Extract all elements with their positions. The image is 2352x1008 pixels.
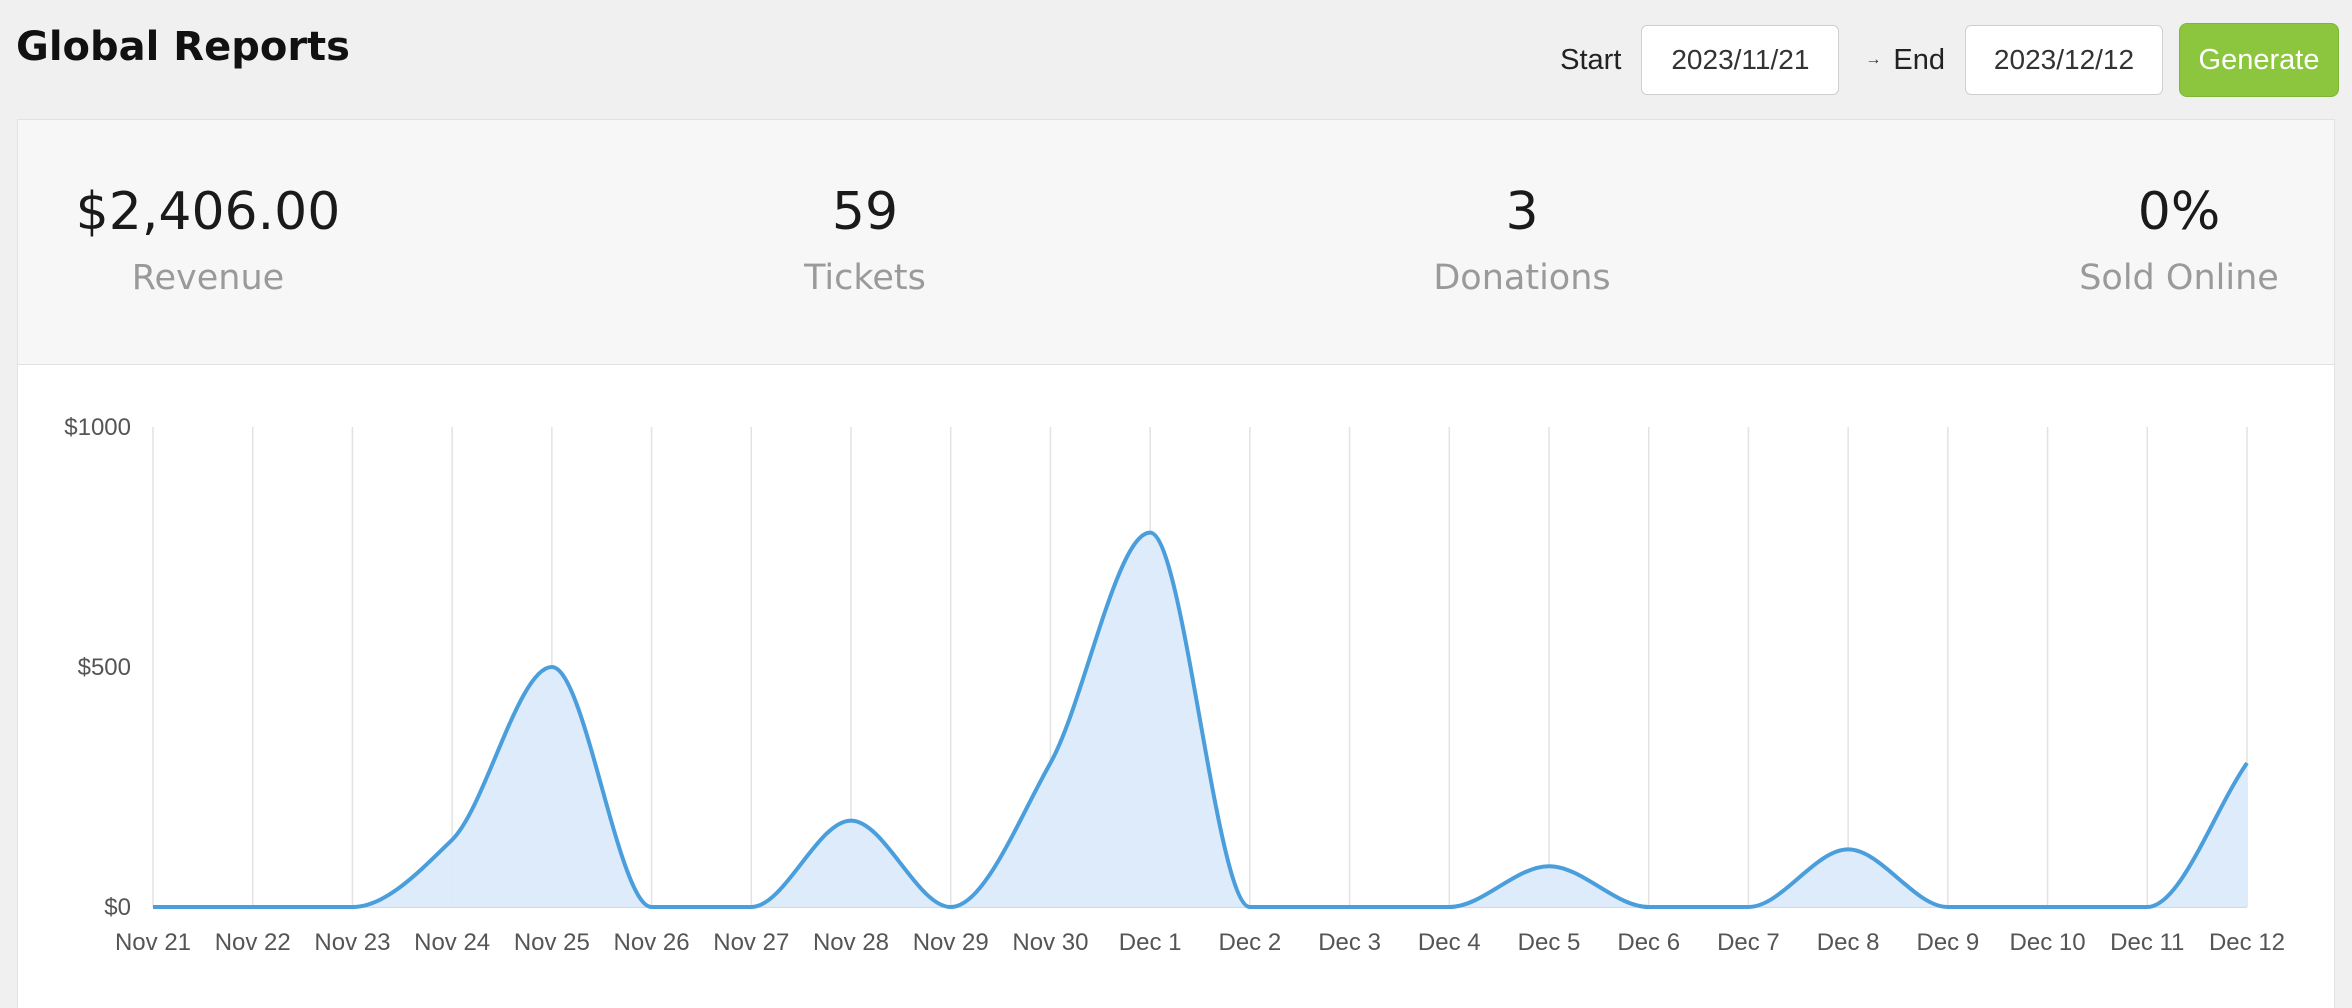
data-point <box>1347 904 1353 910</box>
x-tick-label: Nov 23 <box>314 929 390 956</box>
data-point <box>349 904 355 910</box>
generate-button[interactable]: Generate <box>2179 23 2339 97</box>
x-tick-label: Dec 7 <box>1717 929 1780 956</box>
x-tick-label: Dec 6 <box>1617 929 1680 956</box>
data-point <box>150 904 156 910</box>
data-point <box>748 904 754 910</box>
stats-panel: $2,406.00 Revenue 59 Tickets 3 Donations… <box>17 119 2335 365</box>
x-tick-label: Dec 4 <box>1418 929 1481 956</box>
data-point <box>1745 904 1751 910</box>
arrow-icon: → <box>1865 51 1882 68</box>
revenue-chart-panel: $0 $500 $1000 Nov 21 Nov 22 Nov 23 Nov 24 Nov 2… <box>17 365 2335 1008</box>
data-point <box>2144 904 2150 910</box>
data-point <box>848 818 854 824</box>
x-tick-label: Dec 8 <box>1817 929 1880 956</box>
end-date-input[interactable] <box>1965 25 2163 95</box>
data-point <box>948 904 954 910</box>
x-tick-label: Nov 30 <box>1012 929 1088 956</box>
end-label: End <box>1893 43 1945 76</box>
stat-label: Tickets <box>804 258 926 298</box>
series-line <box>152 530 2249 910</box>
y-tick-label: $0 <box>104 894 131 921</box>
stat-label: Revenue <box>131 258 285 298</box>
x-tick-label: Dec 9 <box>1917 929 1980 956</box>
x-tick-label: Dec 5 <box>1518 929 1581 956</box>
x-tick-label: Dec 12 <box>2209 929 2285 956</box>
x-tick-label: Dec 11 <box>2110 929 2184 956</box>
x-tick-label: Nov 29 <box>913 929 989 956</box>
data-point <box>1845 846 1851 852</box>
stat-value: 3 <box>1505 182 1539 242</box>
x-tick-label: Dec 3 <box>1318 929 1381 956</box>
data-point <box>549 664 555 670</box>
stat-value: 59 <box>831 182 899 242</box>
stat-value: $2,406.00 <box>75 182 341 242</box>
data-point <box>250 904 256 910</box>
x-tick-label: Nov 28 <box>813 929 889 956</box>
y-tick-label: $1000 <box>64 414 131 441</box>
data-point <box>1546 863 1552 869</box>
stat-label: Sold Online <box>2079 258 2279 298</box>
x-tick-label: Nov 22 <box>215 929 291 956</box>
revenue-chart: $0 $500 $1000 Nov 21 Nov 22 Nov 23 Nov 24 Nov 2… <box>64 414 2285 956</box>
stat-value: 0% <box>2137 182 2221 242</box>
x-tick-label: Nov 26 <box>614 929 690 956</box>
data-point <box>649 904 655 910</box>
x-tick-label: Nov 21 <box>115 929 191 956</box>
data-point <box>1646 904 1652 910</box>
stat-label: Donations <box>1433 258 1611 298</box>
x-tick-label: Nov 24 <box>414 929 490 956</box>
data-point <box>1247 904 1253 910</box>
y-tick-label: $500 <box>78 654 131 681</box>
x-tick-label: Dec 10 <box>2010 929 2086 956</box>
start-date-input[interactable] <box>1641 25 1840 95</box>
data-point <box>2045 904 2051 910</box>
start-label: Start <box>1560 43 1622 76</box>
data-point <box>449 837 455 843</box>
data-point <box>1446 904 1452 910</box>
data-point <box>1147 530 1153 536</box>
date-range-toolbar: Start → End Generate <box>1560 23 2339 97</box>
x-tick-label: Nov 27 <box>713 929 789 956</box>
page-title: Global Reports <box>16 24 350 70</box>
x-tick-label: Dec 1 <box>1119 929 1182 956</box>
series-area <box>153 532 2247 907</box>
data-point <box>2244 760 2250 766</box>
data-point <box>1047 760 1053 766</box>
data-point <box>1945 904 1951 910</box>
x-tick-label: Dec 2 <box>1219 929 1282 956</box>
x-tick-label: Nov 25 <box>514 929 590 956</box>
